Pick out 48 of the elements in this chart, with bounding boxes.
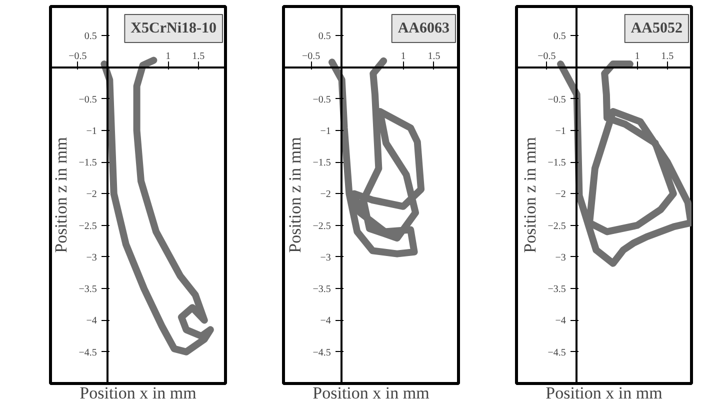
y-tick-label: −2.5: [548, 220, 566, 232]
y-tick-label: −3.5: [78, 284, 97, 296]
y-tick-label: −3: [555, 252, 566, 264]
x-tick-label: −0.5: [302, 51, 320, 62]
x-tick-label: 1.5: [661, 51, 674, 62]
y-tick-label: −3: [320, 252, 331, 264]
y-tick-label: −0.5: [312, 94, 331, 106]
x-tick-label: 1: [166, 51, 171, 62]
y-tick-label: −4.5: [78, 347, 97, 358]
y-axis-title: Position z in mm: [285, 137, 304, 253]
y-tick-label: −1.5: [78, 158, 97, 169]
text: AA5052: [630, 20, 683, 36]
y-tick-label: −2: [86, 189, 97, 200]
y-tick-label: −2: [555, 189, 566, 200]
y-tick-label: −1: [555, 126, 566, 137]
y-tick-label: −2: [320, 189, 331, 200]
x-tick-label: 1: [634, 51, 640, 62]
x-tick-label: 1.5: [428, 51, 440, 62]
y-tick-label: 0.5: [84, 31, 97, 42]
y-tick-label: −4.5: [312, 347, 331, 358]
x-axis-title: Position x in mm: [80, 384, 196, 402]
y-tick-label: −2.5: [312, 220, 331, 232]
y-tick-label: −1.5: [548, 158, 566, 169]
y-tick-label: −1.5: [312, 158, 331, 169]
y-tick-label: −2.5: [78, 220, 97, 232]
y-axis-title: Position z in mm: [51, 137, 70, 253]
text: X5CrNi18-10: [130, 20, 217, 36]
x-axis-title: Position x in mm: [312, 384, 430, 402]
y-tick-label: −4: [86, 316, 97, 327]
y-tick-label: −4: [320, 316, 331, 327]
y-tick-label: −1: [86, 126, 97, 137]
x-tick-label: 1: [400, 51, 406, 62]
x-tick-label: 1.5: [192, 51, 205, 62]
x-tick-label: −0.5: [68, 51, 87, 62]
y-tick-label: −1: [320, 126, 331, 137]
text: AA6063: [398, 20, 450, 36]
y-tick-label: −4.5: [548, 347, 566, 358]
y-tick-label: −3: [86, 252, 97, 264]
y-tick-label: 0.5: [553, 31, 566, 42]
y-tick-label: −3.5: [548, 284, 566, 296]
y-tick-label: −4: [555, 316, 566, 327]
x-tick-label: −0.5: [538, 51, 556, 62]
y-tick-label: −3.5: [312, 284, 331, 296]
y-tick-label: −0.5: [548, 94, 566, 106]
y-axis-title: Position z in mm: [520, 137, 540, 253]
y-tick-label: 0.5: [318, 31, 331, 42]
y-tick-label: −0.5: [78, 94, 97, 106]
x-axis-title: Position x in mm: [546, 384, 662, 402]
